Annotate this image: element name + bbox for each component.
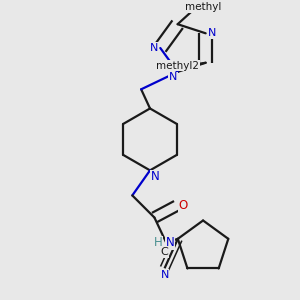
Text: methyl: methyl — [200, 8, 205, 9]
Text: N: N — [160, 270, 169, 280]
Text: N: N — [151, 170, 160, 183]
Text: methyl2: methyl2 — [156, 61, 199, 71]
Text: O: O — [178, 199, 188, 212]
Text: C: C — [161, 247, 169, 257]
Text: N: N — [165, 236, 174, 249]
Text: N: N — [150, 43, 158, 53]
Text: N: N — [208, 28, 216, 38]
Text: N: N — [169, 72, 177, 82]
Text: methyl: methyl — [184, 2, 221, 12]
Text: H: H — [154, 236, 162, 249]
